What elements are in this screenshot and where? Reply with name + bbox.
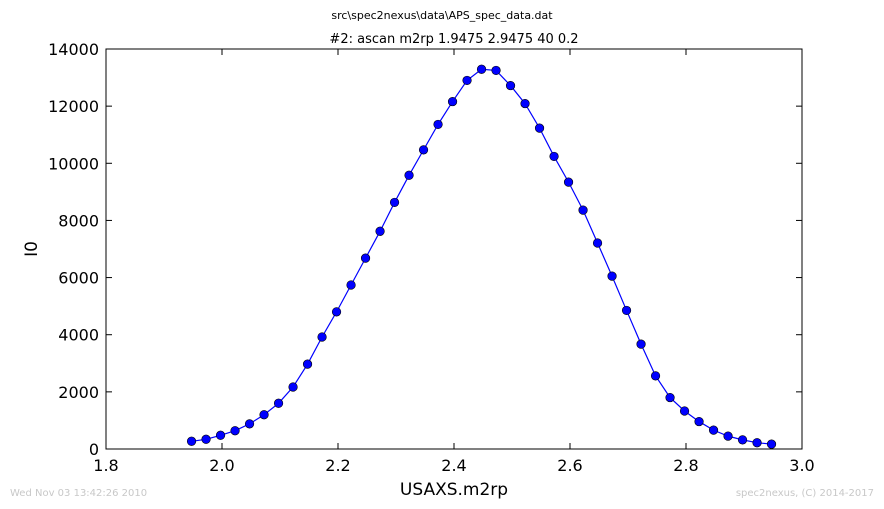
data-point bbox=[505, 80, 516, 91]
data-point bbox=[607, 271, 617, 281]
data-point bbox=[694, 416, 704, 427]
y-tick-label: 2000 bbox=[58, 383, 99, 402]
data-point bbox=[621, 305, 632, 316]
footer-copyright: spec2nexus, (C) 2014-2017 bbox=[735, 488, 874, 499]
data-point bbox=[708, 425, 719, 435]
series-markers bbox=[186, 64, 777, 449]
y-tick-label: 10000 bbox=[48, 154, 99, 173]
data-point bbox=[636, 339, 646, 349]
footer-timestamp: Wed Nov 03 13:42:26 2010 bbox=[10, 488, 148, 499]
data-point bbox=[534, 123, 545, 133]
data-point bbox=[752, 438, 762, 448]
x-tick-label: 2.2 bbox=[325, 456, 350, 475]
data-point bbox=[433, 119, 443, 130]
data-point bbox=[331, 307, 342, 317]
x-tick-label: 3.0 bbox=[789, 456, 814, 475]
y-tick-label: 4000 bbox=[58, 326, 99, 345]
data-point bbox=[230, 426, 240, 436]
y-tick-label: 6000 bbox=[58, 269, 99, 288]
y-tick-label: 14000 bbox=[48, 40, 99, 59]
data-point bbox=[273, 398, 284, 408]
data-point bbox=[404, 170, 414, 180]
data-point bbox=[766, 439, 777, 449]
x-axis: 1.8 2.0 2.2 2.4 2.6 2.8 3.0 bbox=[93, 49, 815, 475]
figure-suptitle: src\spec2nexus\data\APS_spec_data.dat bbox=[331, 9, 553, 22]
data-point bbox=[201, 434, 211, 444]
data-point bbox=[346, 280, 356, 290]
y-tick-label: 8000 bbox=[58, 211, 99, 230]
y-tick-label: 12000 bbox=[48, 97, 99, 116]
data-point bbox=[592, 238, 603, 248]
x-tick-label: 2.6 bbox=[557, 456, 582, 475]
x-tick-label: 2.4 bbox=[441, 456, 466, 475]
y-axis: 0 2000 4000 6000 8000 10000 12000 14000 bbox=[48, 40, 802, 459]
y-tick-label: 0 bbox=[89, 440, 99, 459]
data-point bbox=[578, 205, 588, 215]
data-point bbox=[389, 197, 400, 208]
data-point bbox=[737, 435, 748, 445]
x-tick-label: 2.0 bbox=[209, 456, 234, 475]
data-point bbox=[650, 371, 661, 381]
data-point bbox=[462, 75, 472, 86]
x-tick-label: 2.8 bbox=[673, 456, 698, 475]
data-point bbox=[288, 382, 298, 392]
data-point bbox=[491, 65, 501, 76]
series-line bbox=[191, 68, 772, 445]
data-point bbox=[186, 436, 197, 446]
data-point bbox=[360, 253, 371, 263]
data-point bbox=[679, 406, 690, 416]
data-point bbox=[215, 430, 226, 440]
data-point bbox=[563, 177, 574, 187]
data-point bbox=[317, 332, 327, 342]
data-point bbox=[520, 98, 530, 109]
data-point bbox=[665, 392, 675, 403]
data-point bbox=[476, 64, 487, 74]
data-point bbox=[375, 226, 385, 236]
plot-frame bbox=[105, 48, 803, 450]
data-point bbox=[302, 359, 313, 369]
x-tick-label: 1.8 bbox=[93, 456, 118, 475]
plot-title: #2: ascan m2rp 1.9475 2.9475 40 0.2 bbox=[329, 32, 578, 47]
data-point bbox=[447, 96, 458, 107]
y-axis-label: I0 bbox=[22, 241, 42, 257]
data-point bbox=[723, 431, 733, 441]
x-axis-label: USAXS.m2rp bbox=[400, 480, 508, 500]
data-point bbox=[549, 151, 559, 162]
data-point bbox=[418, 145, 429, 155]
data-point bbox=[259, 410, 269, 420]
data-point bbox=[244, 419, 255, 429]
